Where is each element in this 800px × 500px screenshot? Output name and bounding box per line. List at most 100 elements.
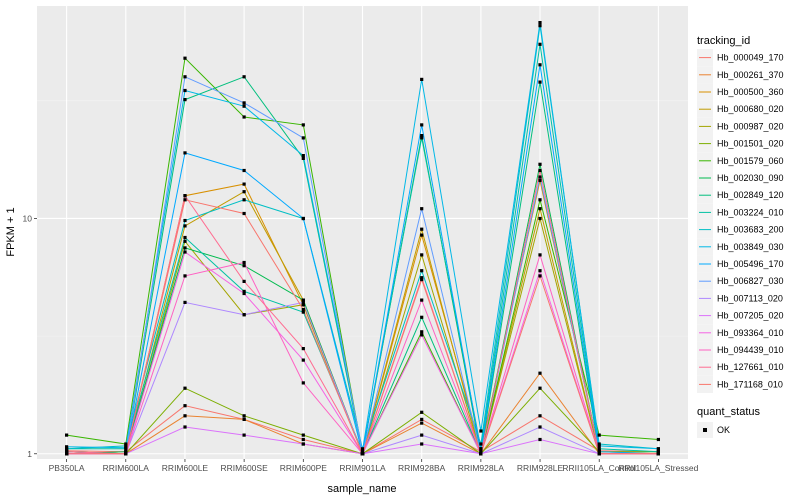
data-point	[538, 198, 542, 202]
legend-item: Hb_000987_020	[697, 117, 784, 135]
data-point	[420, 136, 424, 140]
data-point	[597, 447, 601, 451]
shape-legend-title: quant_status	[697, 406, 760, 418]
shape-legend-marker	[703, 428, 707, 432]
legend-label: Hb_000680_020	[717, 104, 784, 114]
legend-item: Hb_007205_020	[697, 307, 784, 325]
data-point	[656, 447, 660, 451]
data-point	[420, 278, 424, 282]
data-point	[124, 450, 128, 454]
legend-label: Hb_171168_010	[717, 379, 783, 389]
data-point	[242, 101, 246, 105]
shape-legend-label: OK	[717, 425, 730, 435]
data-point	[65, 447, 69, 451]
data-point	[183, 88, 187, 93]
data-point	[479, 452, 483, 456]
data-point	[479, 442, 483, 446]
data-point	[420, 417, 424, 421]
data-point	[538, 269, 542, 273]
data-point	[183, 404, 187, 408]
x-axis-title: sample_name	[327, 483, 396, 495]
legend-label: Hb_000987_020	[717, 121, 784, 131]
data-point	[538, 21, 542, 25]
data-point	[65, 433, 69, 437]
data-point	[538, 274, 542, 278]
data-point	[242, 115, 246, 119]
data-point	[538, 175, 542, 179]
shape-legend: quant_status OK	[697, 406, 760, 438]
data-point	[538, 168, 542, 173]
data-point	[420, 253, 424, 257]
data-point	[597, 442, 601, 446]
data-point	[597, 450, 601, 454]
x-tick-label: RRIM901LA	[339, 463, 386, 473]
data-point	[65, 452, 69, 456]
data-point	[538, 371, 542, 375]
data-point	[183, 425, 187, 429]
legend-item: Hb_171168_010	[697, 375, 783, 393]
x-tick-label: RRII105LA_Stressed	[618, 463, 698, 473]
data-point	[301, 347, 305, 351]
x-tick-label: PB350LA	[49, 463, 85, 473]
data-point	[242, 260, 246, 265]
legend-title: tracking_id	[697, 35, 750, 47]
data-point	[420, 233, 424, 237]
y-tick-label: 10	[23, 213, 33, 223]
data-point	[301, 216, 305, 221]
legend-item: Hb_000680_020	[697, 100, 784, 118]
x-tick-label: RRIM600LA	[103, 463, 150, 473]
data-point	[242, 104, 246, 108]
data-point	[538, 414, 542, 418]
legend-label: Hb_003849_030	[717, 242, 784, 252]
data-point	[242, 182, 246, 186]
data-point	[242, 313, 246, 317]
legend-label: Hb_000049_170	[717, 53, 784, 63]
data-point	[183, 218, 187, 223]
data-point	[420, 134, 424, 138]
legend-label: Hb_001579_060	[717, 156, 784, 166]
data-point	[538, 80, 542, 84]
legend-item: Hb_003224_010	[697, 203, 784, 221]
data-point	[242, 289, 246, 293]
data-point	[301, 298, 305, 302]
legend-label: Hb_001501_020	[717, 139, 784, 149]
legend-label: Hb_000500_360	[717, 87, 784, 97]
data-point	[538, 24, 542, 28]
legend-item: Hb_093364_010	[697, 324, 784, 342]
data-point	[538, 162, 542, 166]
data-point	[420, 276, 424, 280]
data-point	[597, 452, 601, 456]
data-point	[183, 274, 187, 278]
legend-label: Hb_007113_020	[717, 293, 783, 303]
data-point	[420, 410, 424, 414]
legend-item: Hb_006827_030	[697, 272, 784, 290]
data-point	[656, 437, 660, 442]
data-point	[420, 77, 424, 81]
legend-label: Hb_094439_010	[717, 345, 784, 355]
data-point	[242, 264, 246, 268]
data-point	[656, 450, 660, 454]
data-point	[183, 194, 187, 198]
data-point	[183, 300, 187, 304]
data-point	[538, 386, 542, 390]
data-point	[183, 386, 187, 390]
data-point	[301, 123, 305, 127]
data-point	[183, 414, 187, 418]
legend-item: Hb_094439_010	[697, 341, 784, 359]
data-point	[479, 429, 483, 433]
data-points	[65, 21, 660, 456]
data-point	[360, 447, 365, 451]
data-point	[301, 442, 305, 446]
data-point	[124, 442, 128, 446]
data-point	[242, 414, 246, 418]
legend-item: Hb_005496_170	[697, 255, 784, 273]
data-point	[301, 136, 305, 140]
data-point	[183, 198, 187, 202]
x-tick-label: RRIM600LE	[162, 463, 209, 473]
axes: 1 10 PB350LA RRIM600LA RRIM600LE RRIM600SE RRI…	[23, 213, 699, 473]
x-tick-label: RRIM928LE	[517, 463, 564, 473]
data-point	[420, 298, 424, 302]
data-point	[538, 253, 542, 257]
data-point	[301, 381, 305, 385]
legend-label: Hb_127661_010	[717, 362, 784, 372]
